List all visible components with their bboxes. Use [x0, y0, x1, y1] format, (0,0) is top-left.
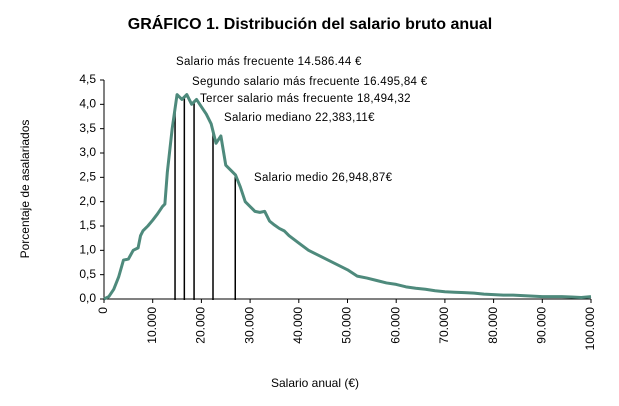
x-tick-label: 100.000 [583, 307, 597, 351]
x-tick-label: 10.000 [145, 307, 159, 344]
annotation: Salario mediano 22,383,11€ [224, 112, 375, 124]
x-tick-label: 30.000 [242, 307, 256, 344]
y-tick-label: 0,0 [79, 291, 96, 305]
x-tick-label: 50.000 [340, 307, 354, 344]
annotation: Segundo salario más frecuente 16.495,84 … [192, 76, 428, 88]
line-series [103, 93, 592, 301]
annotation: Salario medio 26,948,87€ [254, 172, 393, 184]
annotation: Tercer salario más frecuente 18,494,32 [200, 93, 411, 105]
y-tick-label: 2,5 [79, 170, 96, 184]
x-axis-title: Salario anual (€) [271, 376, 359, 390]
y-tick-label: 4,0 [79, 97, 96, 111]
x-tick-label: 70.000 [437, 307, 451, 344]
x-tick-label: 60.000 [388, 307, 402, 344]
x-tick-label: 90.000 [534, 307, 548, 344]
y-tick-label: 1,5 [79, 218, 96, 232]
x-tick-label: 40.000 [291, 307, 305, 344]
y-axis-title: Porcentaje de asalariados [18, 120, 32, 259]
y-tick-label: 4,5 [79, 72, 96, 86]
x-tick-label: 20.000 [194, 307, 208, 344]
y-tick-label: 3,0 [79, 145, 96, 159]
y-tick-label: 1,0 [79, 243, 96, 257]
y-tick-label: 0,5 [79, 267, 96, 281]
y-tick-label: 2,0 [79, 194, 96, 208]
x-tick-label: 80.000 [486, 307, 500, 344]
y-tick-label: 3,5 [79, 121, 96, 135]
x-tick-label: 0 [96, 307, 110, 314]
chart-title: GRÁFICO 1. Distribución del salario brut… [128, 14, 493, 33]
annotation: Salario más frecuente 14.586.44 € [176, 56, 362, 68]
